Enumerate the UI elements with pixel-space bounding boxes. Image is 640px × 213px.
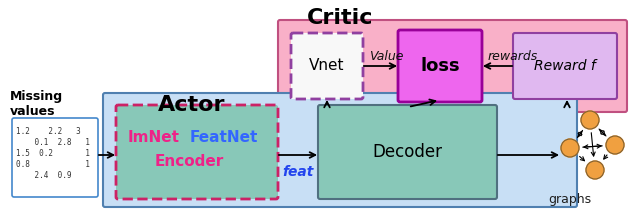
Circle shape: [581, 111, 599, 129]
Text: Actor: Actor: [158, 95, 225, 115]
Text: 0.8            1: 0.8 1: [16, 160, 90, 169]
FancyBboxPatch shape: [278, 20, 627, 112]
FancyBboxPatch shape: [116, 105, 278, 199]
FancyBboxPatch shape: [513, 33, 617, 99]
FancyBboxPatch shape: [291, 33, 363, 99]
Text: Decoder: Decoder: [372, 143, 442, 161]
Text: Encoder: Encoder: [155, 154, 224, 170]
Text: rewards: rewards: [488, 50, 538, 63]
Text: 0.1  2.8   1: 0.1 2.8 1: [16, 138, 90, 147]
Text: graphs: graphs: [548, 193, 591, 206]
Circle shape: [606, 136, 624, 154]
Text: FeatNet: FeatNet: [190, 130, 259, 144]
Text: Missing
values: Missing values: [10, 90, 63, 118]
Text: 1.5  0.2       1: 1.5 0.2 1: [16, 149, 90, 158]
Circle shape: [561, 139, 579, 157]
Text: Vnet: Vnet: [309, 59, 345, 73]
Text: 1.2    2.2   3: 1.2 2.2 3: [16, 127, 81, 136]
Text: loss: loss: [420, 57, 460, 75]
FancyBboxPatch shape: [318, 105, 497, 199]
Text: Value: Value: [369, 50, 403, 63]
Text: ImNet: ImNet: [128, 130, 180, 144]
FancyBboxPatch shape: [12, 118, 98, 197]
Text: feat: feat: [282, 165, 314, 179]
Circle shape: [586, 161, 604, 179]
FancyBboxPatch shape: [103, 93, 577, 207]
Text: Reward f: Reward f: [534, 59, 596, 73]
Text: Critic: Critic: [307, 8, 373, 28]
Text: 2.4  0.9: 2.4 0.9: [16, 171, 72, 180]
FancyBboxPatch shape: [398, 30, 482, 102]
